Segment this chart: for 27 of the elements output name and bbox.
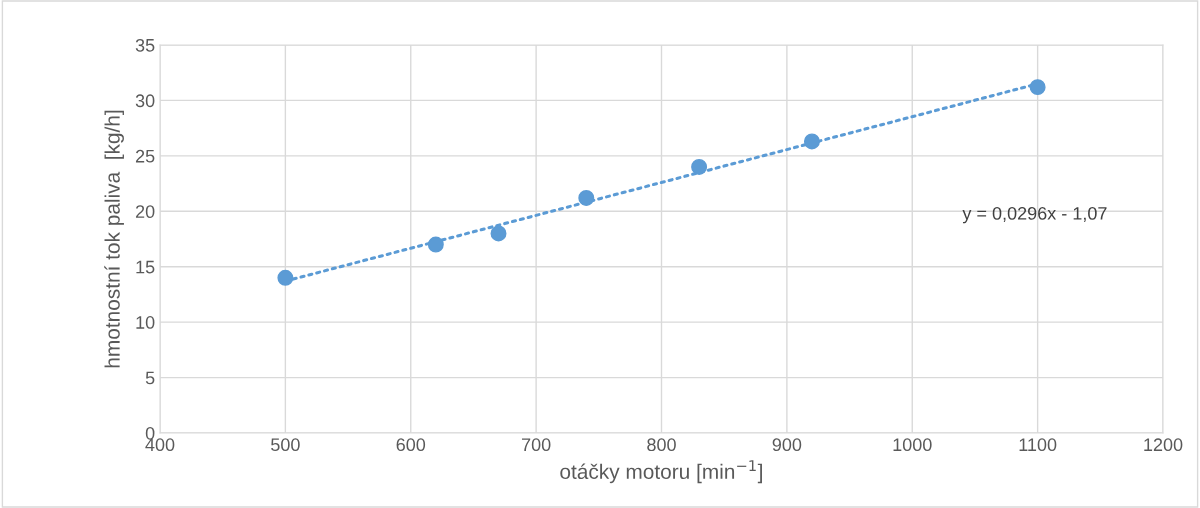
point [277, 269, 294, 286]
point [691, 158, 708, 175]
y-tick-label: 0 [145, 426, 155, 440]
x-tick-label: 700 [521, 438, 551, 452]
point [578, 190, 595, 206]
x-tick-label: 900 [772, 438, 802, 452]
y-tick-label: 35 [135, 38, 155, 52]
x-tick-label: 1000 [893, 438, 932, 452]
x-tick-label: 400 [145, 438, 175, 452]
point [1029, 79, 1046, 96]
point [803, 133, 820, 150]
y-axis-title: hmotnostní tok paliva [kg/h] [104, 110, 124, 368]
x-tick-label: 800 [647, 438, 676, 452]
x-tick-label: 1200 [1144, 438, 1183, 452]
annotation: y = 0,0296x - 1,07 [962, 206, 1107, 224]
y-tick-label: 20 [135, 205, 155, 219]
y-tick-label: 10 [136, 316, 155, 329]
x-tick-label: 600 [396, 438, 426, 452]
y-tick-label: 5 [145, 371, 155, 385]
point [427, 236, 444, 253]
y-tick-label: 15 [136, 260, 155, 274]
point [490, 225, 507, 242]
x-tick-label: 500 [271, 438, 300, 452]
y-tick-label: 25 [135, 149, 155, 163]
x-axis-title: otáčky motoru [min$^{−1}$] [560, 460, 762, 484]
x-tick-label: 1100 [1019, 438, 1057, 452]
y-tick-label: 30 [135, 94, 155, 108]
